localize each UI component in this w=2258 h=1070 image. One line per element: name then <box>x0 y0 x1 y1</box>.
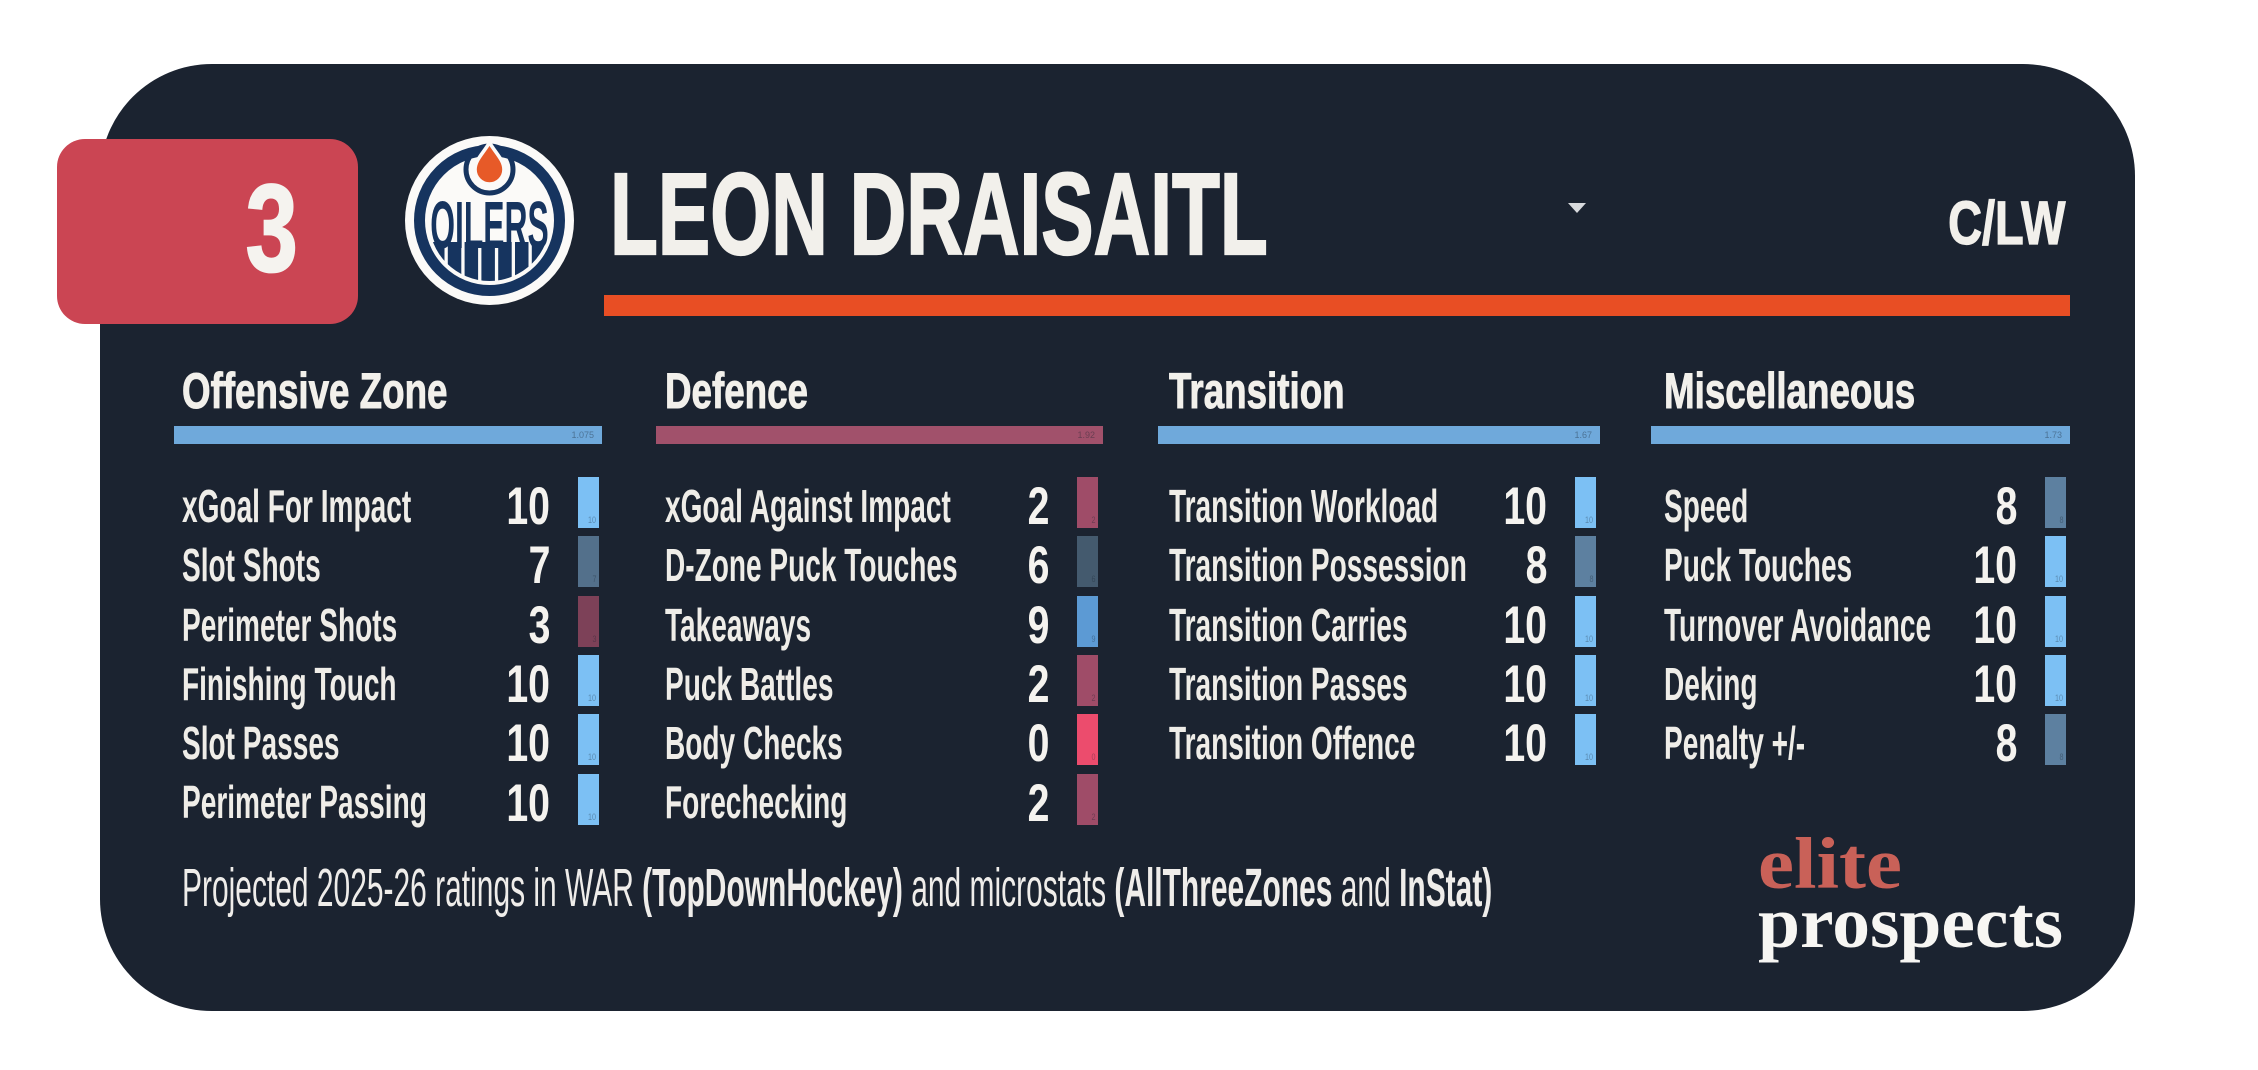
svg-text:OILERS: OILERS <box>430 189 548 263</box>
